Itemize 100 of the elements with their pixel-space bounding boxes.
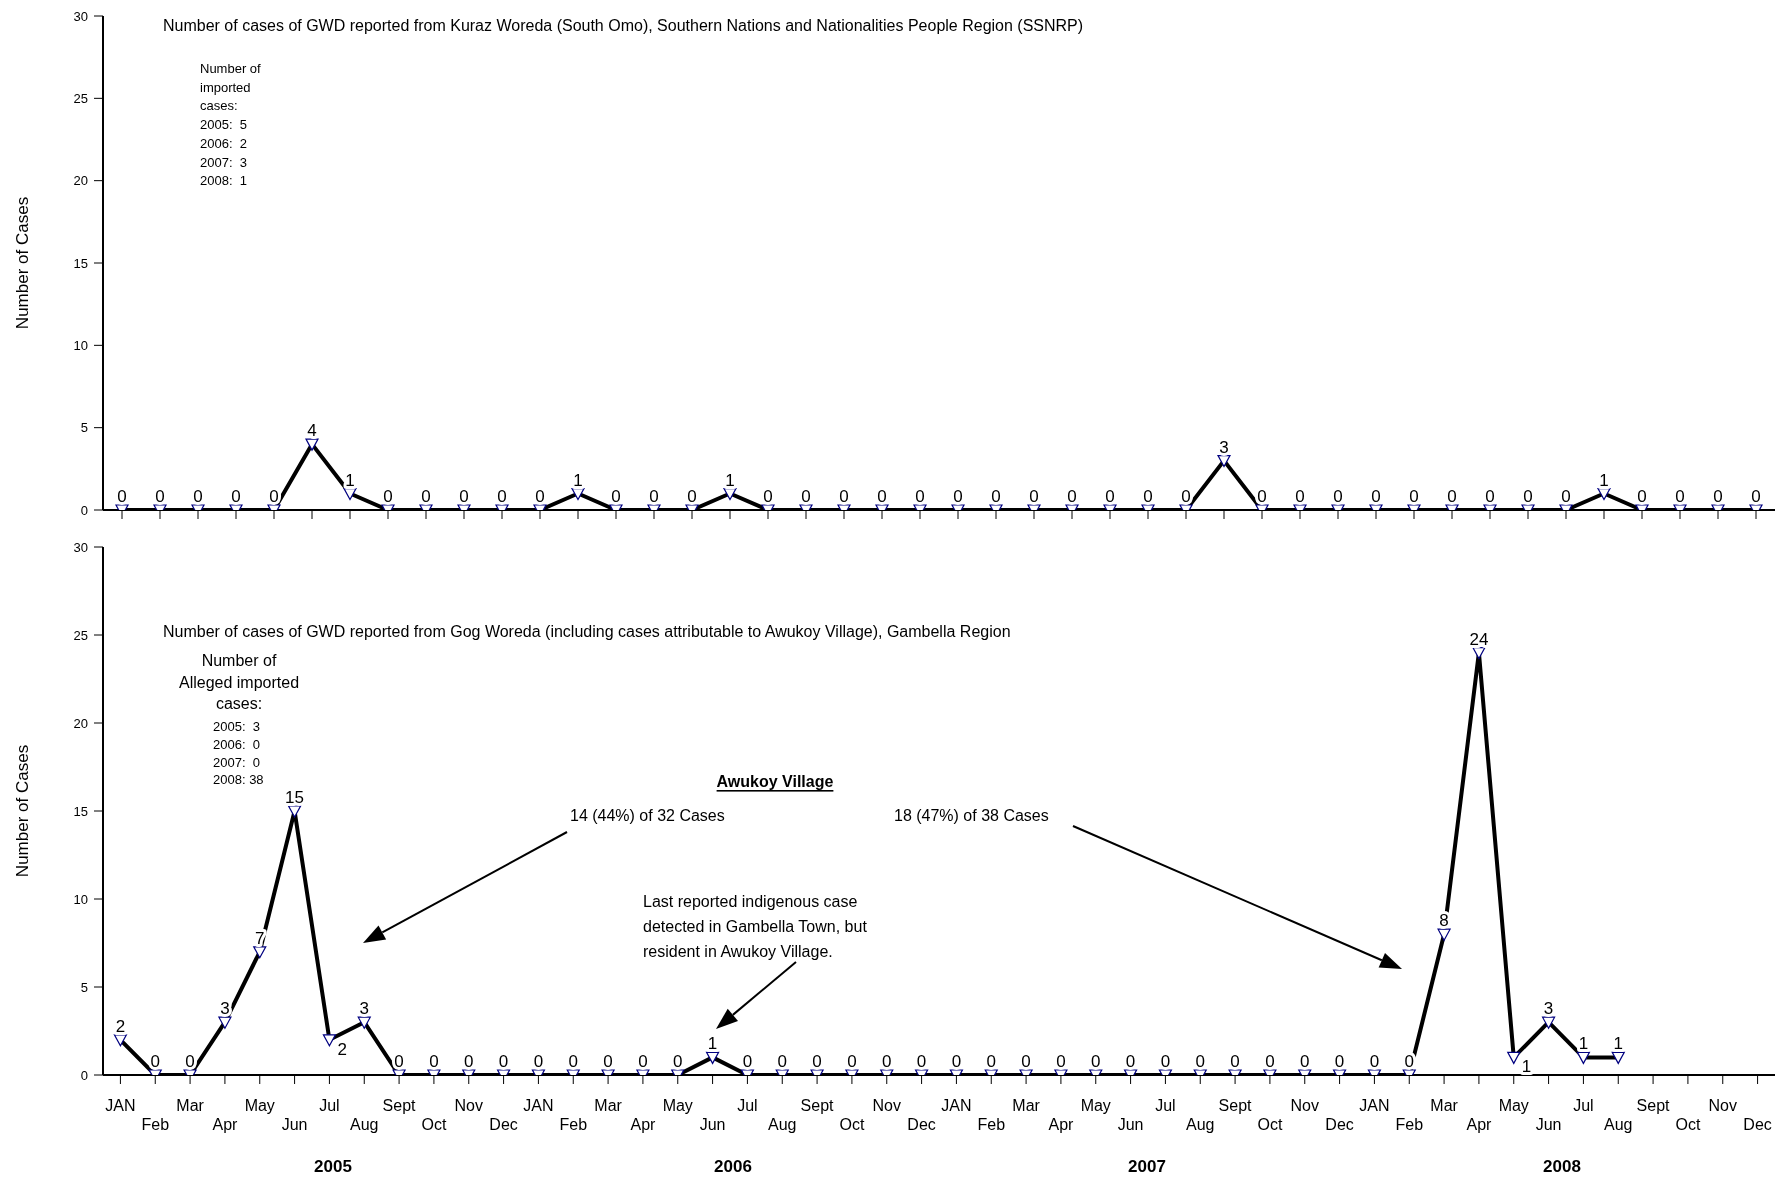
- data-label: 0: [1561, 487, 1571, 506]
- annotation: Number of imported cases: 2005: 5 2006: 2 2007: 3 2008: 1: [200, 60, 262, 188]
- y-tick-label: 30: [73, 539, 88, 555]
- data-label: 2: [115, 1016, 126, 1036]
- data-label: 0: [421, 487, 431, 506]
- text: 2008: [1543, 1156, 1581, 1176]
- data-label: 0: [150, 1052, 160, 1071]
- x-tick-label: May: [1080, 1096, 1111, 1114]
- annotation: Number of Alleged imported cases:: [178, 651, 300, 712]
- data-label: 0: [673, 1052, 683, 1071]
- data-label: 0: [459, 487, 469, 506]
- y-tick-label: 25: [73, 90, 88, 106]
- x-tick-label: Aug: [768, 1115, 797, 1133]
- data-label: 0: [1091, 1052, 1101, 1071]
- data-label: 0: [1230, 1052, 1240, 1071]
- y-tick-label: 20: [73, 173, 88, 189]
- data-label: 0: [498, 1052, 509, 1071]
- x-tick-label: Mar: [594, 1096, 623, 1114]
- data-label: 0: [1067, 487, 1077, 506]
- data-label: 0: [1637, 487, 1647, 506]
- data-label: 1: [1599, 470, 1609, 490]
- data-label: 0: [1143, 487, 1153, 506]
- data-label: 0: [1713, 487, 1723, 506]
- data-label: 0: [953, 487, 963, 506]
- text: 2006: [714, 1156, 752, 1176]
- x-tick-label: Sept: [1636, 1096, 1671, 1114]
- x-tick-label: JAN: [523, 1096, 554, 1114]
- x-tick-label: Dec: [1743, 1115, 1772, 1133]
- data-label: 0: [535, 487, 545, 506]
- data-label: 0: [185, 1052, 195, 1071]
- data-label: 3: [1219, 437, 1229, 457]
- x-tick-label: Oct: [1675, 1115, 1701, 1133]
- data-label: 0: [1409, 487, 1419, 506]
- annotation: Last reported indigenous case detected in Gambella Town, but resident in Awukoy Village.: [643, 892, 868, 960]
- x-tick-label: Mar: [1012, 1096, 1041, 1114]
- y-axis-title: Number of Cases: [12, 196, 32, 330]
- x-tick-label: Feb: [1395, 1115, 1424, 1133]
- y-tick-label: 15: [73, 803, 88, 819]
- data-label: 0: [1021, 1052, 1031, 1071]
- x-tick-label: May: [244, 1096, 275, 1114]
- data-label: 0: [847, 1052, 857, 1071]
- data-label: 1: [725, 470, 735, 490]
- data-label: 0: [269, 487, 279, 506]
- data-label: 0: [915, 487, 925, 506]
- data-label: 0: [1257, 487, 1267, 506]
- data-label: 0: [1485, 487, 1495, 506]
- data-label: 0: [193, 487, 203, 506]
- x-tick-label: Dec: [1325, 1115, 1354, 1133]
- data-label: 0: [1265, 1052, 1275, 1071]
- y-axis-title: Number of Cases: [12, 744, 32, 878]
- y-tick-label: 10: [73, 891, 88, 907]
- x-tick-label: Dec: [907, 1115, 936, 1133]
- data-label: 0: [1195, 1052, 1205, 1071]
- x-tick-label: Apr: [1466, 1115, 1493, 1133]
- data-label: 0: [951, 1052, 962, 1071]
- data-label: 0: [742, 1052, 753, 1071]
- x-tick-label: Jul: [1573, 1096, 1594, 1114]
- x-tick-label: Oct: [421, 1115, 447, 1133]
- y-tick-label: 0: [80, 1067, 88, 1083]
- x-tick-label: Feb: [977, 1115, 1006, 1133]
- x-tick-label: Jul: [319, 1096, 340, 1114]
- data-label: 0: [1334, 1052, 1345, 1071]
- chart-title: Number of cases of GWD reported from Kuraz Woreda (South Omo), Southern Nations and Nationalities People Region (SSNRP): [163, 16, 1084, 34]
- y-tick-label: 25: [73, 627, 88, 643]
- annotation: 2005: 3 2006: 0 2007: 0 2008: 38: [213, 718, 264, 787]
- x-tick-label: Feb: [141, 1115, 170, 1133]
- data-label: 0: [763, 487, 773, 506]
- data-label: 1: [1521, 1057, 1532, 1077]
- x-tick-label: Mar: [1430, 1096, 1459, 1114]
- data-label: 0: [986, 1052, 996, 1071]
- data-label: 0: [383, 487, 393, 506]
- data-label: 15: [285, 788, 305, 807]
- x-tick-label: Mar: [176, 1096, 205, 1114]
- data-label: 1: [1578, 1034, 1589, 1054]
- data-label: 0: [1125, 1052, 1136, 1071]
- x-tick-label: May: [662, 1096, 693, 1114]
- data-label: 0: [1300, 1052, 1310, 1071]
- x-tick-label: Dec: [489, 1115, 518, 1133]
- y-tick-label: 5: [80, 979, 88, 995]
- x-tick-label: Sept: [382, 1096, 417, 1114]
- data-label: 1: [573, 470, 583, 490]
- annotation: Awukoy Village: [716, 772, 834, 790]
- y-tick-label: 30: [73, 8, 88, 24]
- text: 2007: [1128, 1156, 1166, 1176]
- x-tick-label: Nov: [454, 1096, 483, 1114]
- x-tick-label: May: [1498, 1096, 1529, 1114]
- data-label: 0: [394, 1052, 404, 1071]
- data-label: 0: [777, 1052, 787, 1071]
- x-tick-label: Feb: [559, 1115, 588, 1133]
- y-tick-label: 20: [73, 715, 88, 731]
- data-label: 0: [1105, 487, 1115, 506]
- data-label: 4: [307, 421, 317, 441]
- data-label: 2: [337, 1039, 347, 1059]
- y-tick-label: 15: [73, 255, 88, 271]
- y-tick-label: 5: [80, 420, 88, 436]
- data-label: 0: [1675, 487, 1685, 506]
- data-label: 3: [1543, 999, 1554, 1019]
- data-label: 0: [603, 1052, 613, 1071]
- data-label: 0: [155, 487, 165, 506]
- x-tick-label: Apr: [630, 1115, 657, 1133]
